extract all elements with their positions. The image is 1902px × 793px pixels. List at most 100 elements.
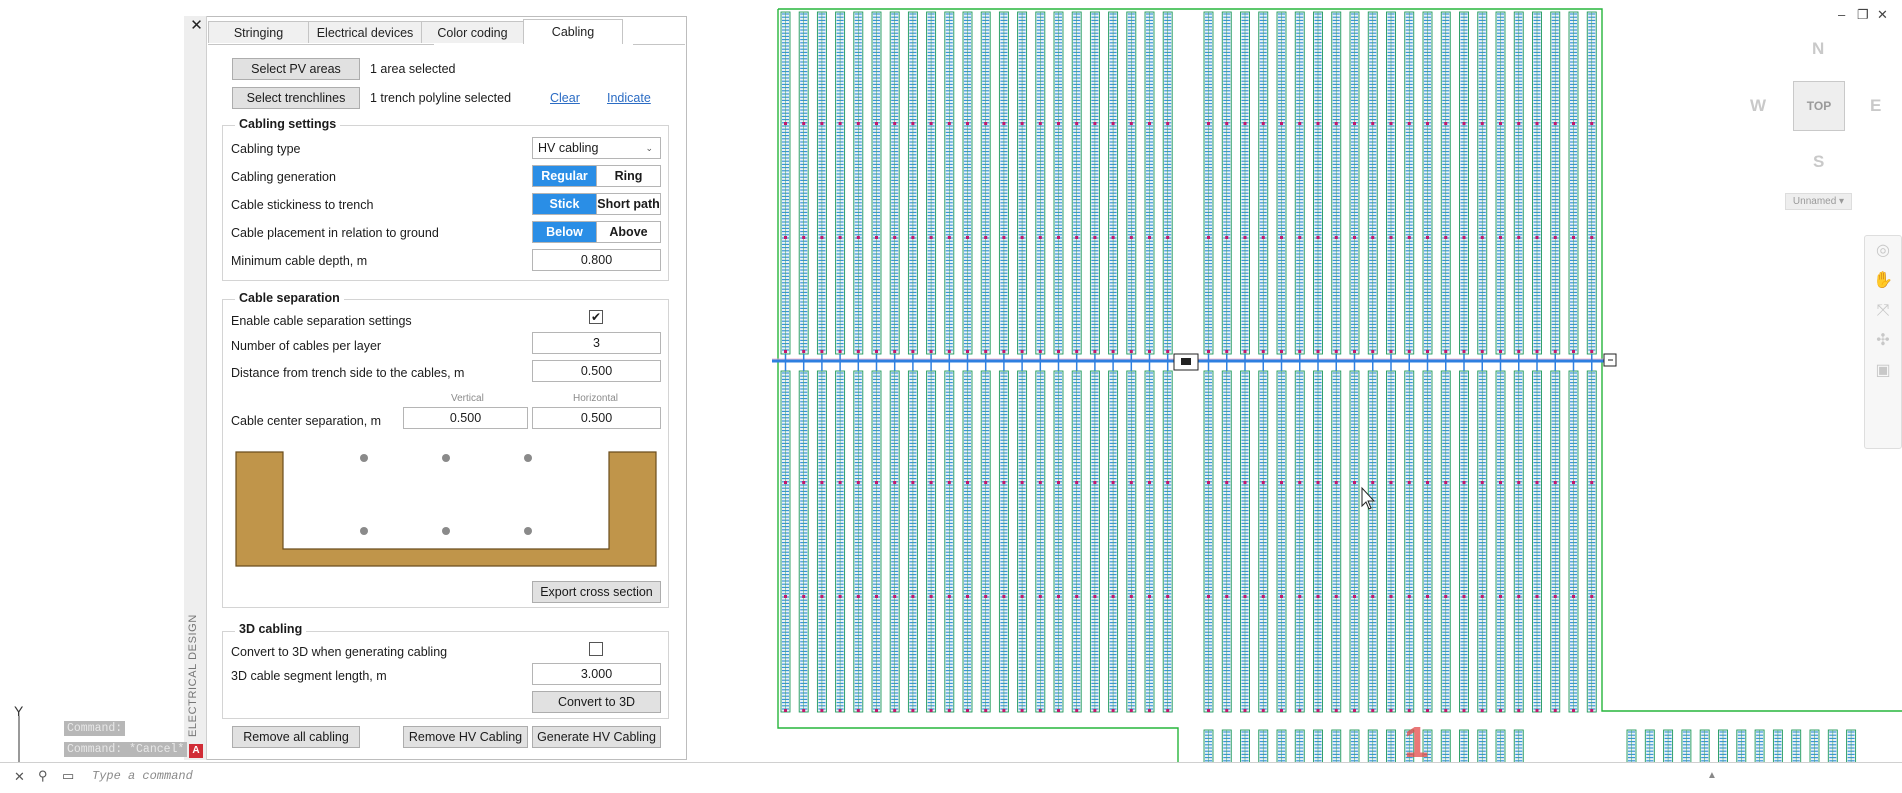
tab-electrical-devices[interactable]: Electrical devices [308,21,422,43]
chevron-down-icon: ⌄ [645,138,653,158]
remove-hv-cabling-button[interactable]: Remove HV Cabling [403,726,528,748]
stickiness-short-path-option[interactable]: Short path [596,194,660,214]
vertical-header: Vertical [451,393,484,404]
zoom-icon[interactable]: ⤧ [1865,296,1901,326]
cable-dot [524,454,532,462]
cable-dot [360,454,368,462]
minimize-icon[interactable]: ‒ [1838,7,1845,22]
navigation-bar[interactable]: ◎ ✋ ⤧ ✣ ▣ [1864,235,1902,449]
pv-table-column [908,371,917,712]
indicate-link[interactable]: Indicate [607,91,651,105]
customize-icon[interactable]: ⚲ [38,768,48,784]
pv-table-column [1241,371,1250,712]
autodesk-icon[interactable]: A [189,744,203,758]
cables-per-layer-input[interactable] [532,332,661,354]
close-command-icon[interactable]: ✕ [14,769,25,785]
trench-cross-section-preview [235,450,658,568]
pv-table-column [1018,12,1027,354]
remove-all-cabling-button[interactable]: Remove all cabling [232,726,360,748]
pv-table-column [1127,371,1136,712]
compass-south[interactable]: S [1813,152,1824,172]
tab-bar: Stringing Electrical devices Color codin… [208,21,622,45]
compass-east[interactable]: E [1870,96,1881,116]
export-cross-section-button[interactable]: Export cross section [532,581,661,603]
pv-table-column [1441,371,1450,712]
trench-selection-status: 1 trench polyline selected [370,91,511,105]
pv-table-column [854,371,863,712]
pv-table-rows-lower [781,371,1596,712]
segment-length-input[interactable] [532,663,661,685]
tab-cabling[interactable]: Cabling [523,19,623,44]
pv-table-column [1423,12,1432,354]
select-pv-areas-button[interactable]: Select PV areas [232,58,360,80]
cables-per-layer-label: Number of cables per layer [231,339,381,353]
command-input[interactable]: Type a command [92,769,193,783]
pv-table-column [1368,12,1377,354]
compass-north[interactable]: N [1812,39,1824,59]
pv-table-column [1551,371,1560,712]
tab-divider-right [633,44,685,45]
viewcube-top-face[interactable]: TOP [1793,81,1845,131]
select-trenchlines-button[interactable]: Select trenchlines [232,87,360,109]
placement-below-option[interactable]: Below [533,222,596,242]
pv-table-column [1368,371,1377,712]
command-expand-icon[interactable]: ▲ [1707,770,1717,781]
pv-table-column [872,12,881,354]
enable-separation-checkbox[interactable]: ✔ [589,310,603,324]
pv-table-column [1314,12,1323,354]
pv-table-column [1127,12,1136,354]
stickiness-stick-option[interactable]: Stick [533,194,596,214]
pv-table-column [799,371,808,712]
placement-toggle[interactable]: Below Above [532,221,661,243]
pv-table-column [945,371,954,712]
generation-ring-option[interactable]: Ring [596,166,660,186]
convert-3d-checkbox[interactable] [589,642,603,656]
pv-table-column [854,12,863,354]
pv-table-column [1332,12,1341,354]
vertical-separation-input[interactable] [403,407,528,429]
pan-icon[interactable]: ✋ [1865,266,1901,296]
stickiness-toggle[interactable]: Stick Short path [532,193,661,215]
center-separation-label: Cable center separation, m [231,414,381,428]
pv-table-column [1204,12,1213,354]
cabling-generation-toggle[interactable]: Regular Ring [532,165,661,187]
pv-table-column [1423,371,1432,712]
pv-table-column [1514,371,1523,712]
close-window-icon[interactable]: ✕ [1877,7,1888,23]
segment-length-label: 3D cable segment length, m [231,669,387,683]
showmotion-icon[interactable]: ▣ [1865,356,1901,386]
placement-above-option[interactable]: Above [596,222,660,242]
tab-stringing[interactable]: Stringing [208,21,309,43]
tab-color-coding[interactable]: Color coding [421,21,524,43]
horizontal-separation-input[interactable] [532,407,661,429]
pv-table-column [1277,371,1286,712]
generation-regular-option[interactable]: Regular [533,166,596,186]
cabling-settings-title: Cabling settings [235,117,340,131]
pv-table-column [1460,12,1469,354]
steering-wheel-icon[interactable]: ◎ [1865,236,1901,266]
close-icon[interactable]: ✕ [190,18,203,33]
pv-table-column [781,12,790,354]
horizontal-header: Horizontal [573,393,618,404]
ucs-menu-label: Unnamed [1793,196,1836,207]
pv-table-column [1054,371,1063,712]
pv-table-column [1109,371,1118,712]
compass-west[interactable]: W [1750,96,1766,116]
restore-icon[interactable]: ❐ [1857,7,1869,23]
cabling-type-select[interactable]: HV cabling⌄ [532,137,661,159]
pv-table-column [1109,12,1118,354]
generate-hv-cabling-button[interactable]: Generate HV Cabling [532,726,661,748]
convert-to-3d-button[interactable]: Convert to 3D [532,691,661,713]
pv-table-column [817,371,826,712]
pv-table-column [1478,12,1487,354]
pv-table-column [981,371,990,712]
clear-link[interactable]: Clear [550,91,580,105]
pv-table-column [1204,371,1213,712]
trench-distance-input[interactable] [532,360,661,382]
pv-table-column [1259,371,1268,712]
command-history-line: Command: *Cancel* [64,742,187,757]
min-depth-input[interactable] [532,249,661,271]
orbit-icon[interactable]: ✣ [1865,326,1901,356]
ucs-menu[interactable]: Unnamed ▾ [1785,193,1852,210]
recent-commands-icon[interactable]: ▭ [62,768,74,784]
